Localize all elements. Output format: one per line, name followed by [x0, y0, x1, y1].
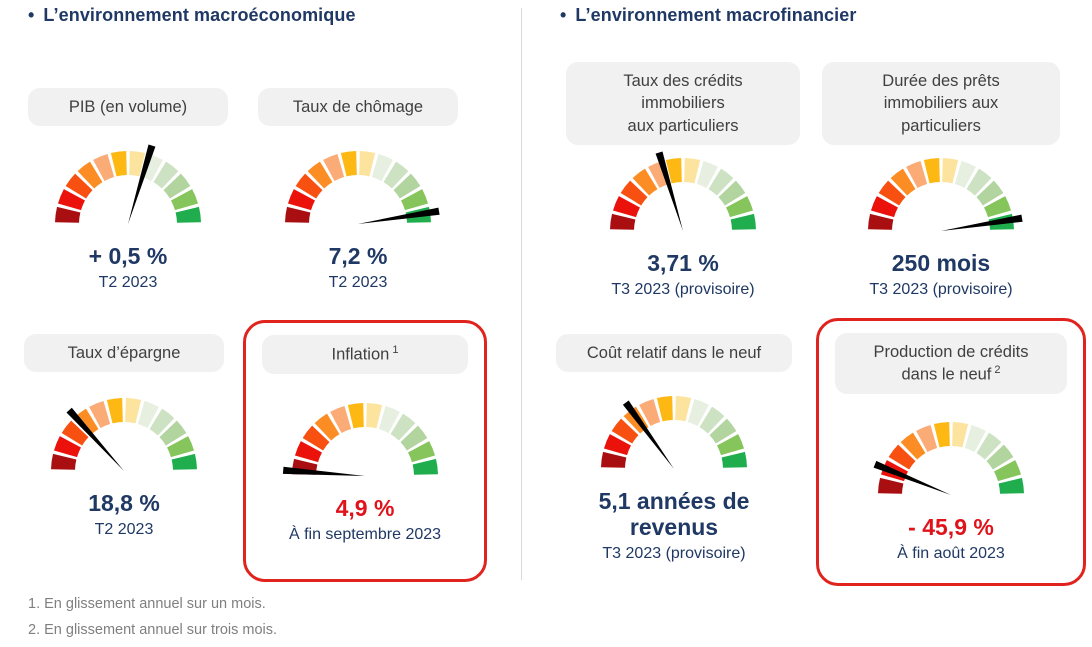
gauge-value: 18,8 %	[88, 490, 160, 517]
gauge-dial	[861, 403, 1041, 503]
gauge-card-credits-immobiliers: Taux des crédits immobiliers aux particu…	[566, 62, 800, 299]
gauge-label-text: Production de crédits dans le neuf	[873, 343, 1029, 384]
section-title-text: L’environnement macrofinancier	[575, 5, 857, 25]
gauge-value: 250 mois	[891, 249, 991, 276]
gauge-card-epargne: Taux d’épargne 18,8 % T2 2023	[24, 334, 224, 539]
gauge-label-text: Coût relatif dans le neuf	[586, 344, 762, 362]
footnote-ref-1: 1	[392, 344, 399, 356]
footnote-ref-2: 2	[994, 364, 1001, 377]
gauge-card-production-credits: Production de crédits dans le neuf 2 - 45…	[819, 333, 1083, 563]
gauge-dial	[38, 132, 218, 232]
section-title-macrofinancier: • L’environnement macrofinancier	[560, 5, 856, 26]
gauge-card-inflation: Inflation 1 4,9 % À fin septembre 2023	[246, 335, 484, 544]
gauge-label-text: Taux de chômage	[292, 98, 424, 116]
section-title-text: L’environnement macroéconomique	[43, 5, 356, 25]
gauge-value: 5,1 années de revenus	[598, 488, 750, 541]
gauge-period: T3 2023 (provisoire)	[611, 280, 755, 298]
gauge-card-chomage: Taux de chômage 7,2 % T2 2023	[258, 88, 458, 292]
footnote-1: 1. En glissement annuel sur un mois.	[28, 596, 266, 612]
highlight-frame-production: Production de crédits dans le neuf 2 - 45…	[816, 318, 1086, 586]
bullet-icon: •	[560, 5, 567, 25]
gauge-dial	[34, 379, 214, 479]
gauge-label: Durée des prêts immobiliers aux particul…	[822, 62, 1060, 145]
gauge-period: À fin septembre 2023	[288, 525, 442, 543]
gauge-period: T2 2023	[98, 274, 158, 292]
gauge-value: 4,9 %	[335, 494, 395, 521]
gauge-value: 3,71 %	[647, 249, 719, 276]
gauge-period: T2 2023	[94, 521, 154, 539]
gauge-card-duree-prets: Durée des prêts immobiliers aux particul…	[822, 62, 1060, 299]
gauge-dial	[851, 139, 1031, 239]
gauge-period: T3 2023 (provisoire)	[602, 544, 746, 562]
gauge-label-text: Taux d’épargne	[67, 344, 181, 362]
gauge-label: Taux de chômage	[258, 88, 458, 127]
gauge-dial	[584, 377, 764, 477]
gauge-value: + 0,5 %	[88, 243, 168, 270]
gauge-dial	[268, 132, 448, 232]
section-title-macroeconomique: • L’environnement macroéconomique	[28, 5, 356, 26]
gauge-card-cout-relatif: Coût relatif dans le neuf 5,1 années de …	[556, 334, 792, 563]
gauge-period: T3 2023 (provisoire)	[869, 280, 1013, 298]
gauge-label-text: Inflation	[331, 345, 390, 364]
gauge-label: Production de crédits dans le neuf 2	[835, 333, 1067, 395]
gauge-label: Inflation 1	[262, 335, 468, 374]
gauge-dial	[593, 139, 773, 239]
gauge-label-text: Taux des crédits immobiliers aux particu…	[623, 72, 743, 135]
gauge-value: - 45,9 %	[908, 514, 994, 541]
gauge-label: Taux des crédits immobiliers aux particu…	[566, 62, 800, 145]
gauge-card-pib: PIB (en volume) + 0,5 % T2 2023	[28, 88, 228, 292]
bullet-icon: •	[28, 5, 35, 25]
gauge-period: T2 2023	[328, 274, 388, 292]
highlight-frame-inflation: Inflation 1 4,9 % À fin septembre 2023	[243, 320, 487, 582]
gauge-label: Coût relatif dans le neuf	[556, 334, 792, 373]
gauge-value: 7,2 %	[328, 243, 388, 270]
gauge-period: À fin août 2023	[897, 544, 1005, 562]
gauge-label: PIB (en volume)	[28, 88, 228, 127]
gauge-label-text: PIB (en volume)	[68, 98, 188, 116]
gauge-dial	[275, 384, 455, 484]
gauge-label: Taux d’épargne	[24, 334, 224, 373]
gauge-label-text: Durée des prêts immobiliers aux particul…	[882, 72, 1000, 135]
footnote-2: 2. En glissement annuel sur trois mois.	[28, 622, 278, 638]
vertical-divider	[521, 8, 522, 580]
